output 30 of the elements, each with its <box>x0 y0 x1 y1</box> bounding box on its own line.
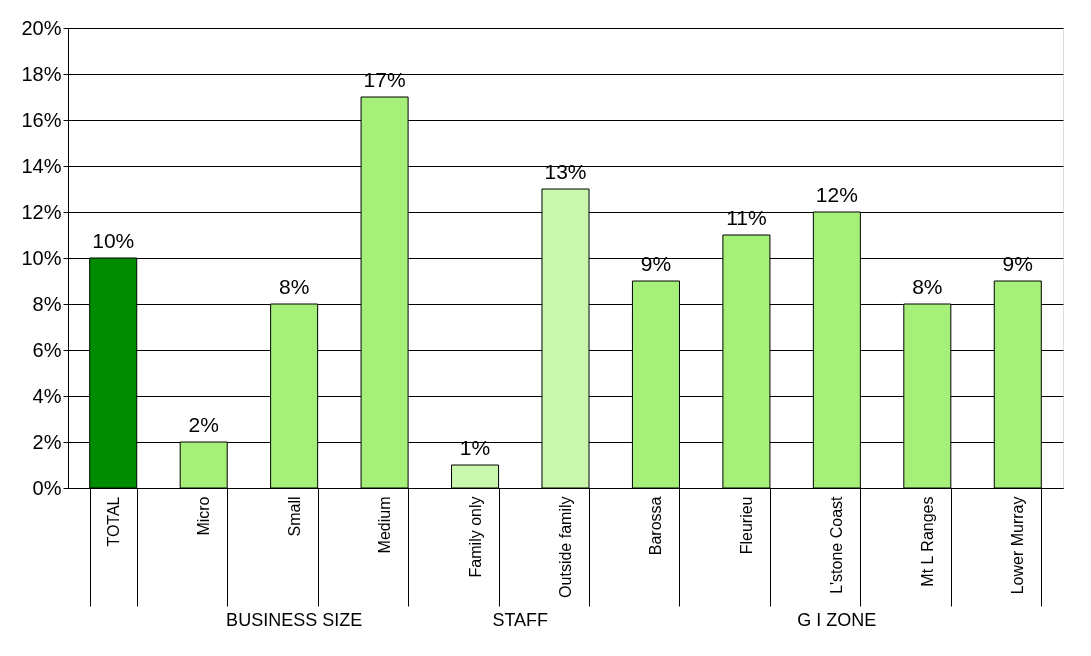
y-tick-label: 8% <box>32 292 62 315</box>
y-tick-label: 16% <box>21 108 62 131</box>
text: BUSINESS SIZE <box>226 610 363 630</box>
data-label: 2% <box>188 413 219 436</box>
x-tick-label: Fleurieu <box>737 496 755 555</box>
x-tick-label: Lower Murray <box>1009 496 1027 595</box>
x-tick-label: Micro <box>195 496 213 536</box>
x-tick-label: Barossa <box>647 496 665 556</box>
y-tick-label: 12% <box>21 200 62 223</box>
data-label: 12% <box>815 183 858 206</box>
x-tick-label: Small <box>285 496 303 537</box>
y-tick-label: 10% <box>21 246 62 269</box>
text: G I ZONE <box>797 610 877 630</box>
y-tick-label: 6% <box>32 338 62 361</box>
x-tick-label: Outside family <box>557 496 574 598</box>
y-tick-label: 2% <box>32 430 62 453</box>
data-label: 8% <box>912 275 943 298</box>
x-tick-label: L'stone Coast <box>828 495 846 594</box>
data-label: 8% <box>278 275 310 298</box>
x-tick-label: Family only <box>466 496 484 578</box>
x-tick-label: Mt L Ranges <box>918 496 936 587</box>
y-tick-label: 4% <box>32 384 62 407</box>
text: STAFF <box>492 610 549 630</box>
y-tick-label: 20% <box>21 16 62 39</box>
y-tick-label: 18% <box>21 62 62 85</box>
y-tick-label: 0% <box>32 476 62 499</box>
data-label: 10% <box>92 229 135 252</box>
x-tick-label: TOTAL <box>104 496 122 547</box>
y-tick-label: 14% <box>21 154 62 177</box>
x-tick-label: Medium <box>376 496 394 554</box>
